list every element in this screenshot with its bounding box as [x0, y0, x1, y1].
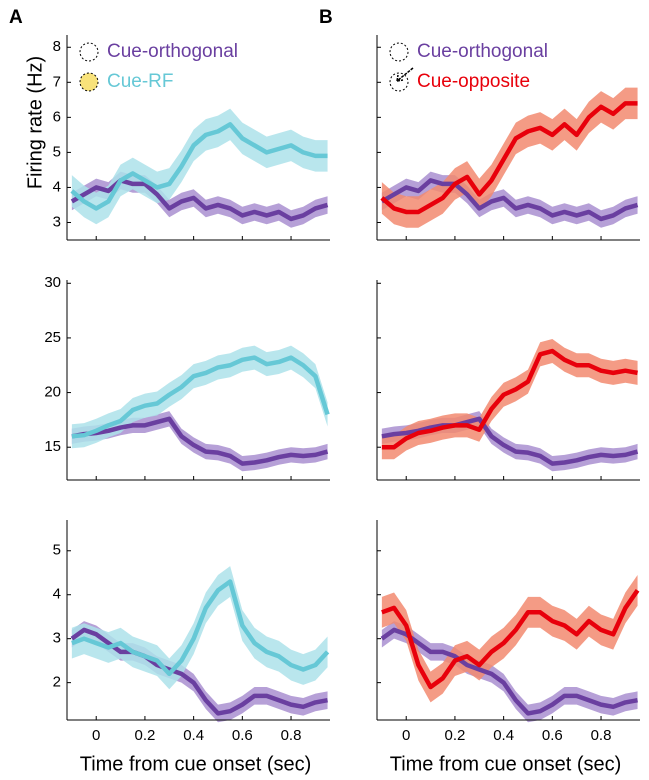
error-band — [71, 108, 328, 225]
legend-icon-fill — [80, 73, 98, 91]
y-tick-label: 3 — [53, 213, 61, 230]
panel-label: A — [9, 7, 23, 28]
error-band — [71, 345, 328, 449]
panel: 0 0.2 0.4 0.6 0.8 Time from cue onset (sec) — [376, 520, 640, 775]
x-axis-label: Time from cue onset (sec) — [390, 753, 622, 775]
y-tick-label: 20 — [44, 384, 61, 401]
x-tick-label: 0 — [92, 727, 100, 744]
y-tick-label: 3 — [53, 630, 61, 647]
x-tick-label: 0.6 — [232, 727, 253, 744]
y-tick-label: 2 — [53, 674, 61, 691]
y-tick-label: 5 — [53, 542, 61, 559]
y-tick-label: 8 — [53, 38, 61, 55]
series-line — [71, 579, 330, 677]
series-line — [70, 178, 329, 222]
panel — [376, 280, 640, 481]
series-line — [70, 122, 328, 211]
y-tick-label: 15 — [44, 438, 61, 455]
legend-label: Cue-opposite — [417, 71, 530, 92]
x-tick-label: 0 — [402, 727, 410, 744]
y-tick-label: 4 — [53, 586, 61, 603]
x-tick-label: 0.2 — [444, 727, 465, 744]
x-tick-label: 0.2 — [134, 727, 155, 744]
series-line — [71, 355, 330, 439]
series-line — [71, 416, 329, 466]
legend-icon — [389, 72, 409, 92]
legend-label: Cue-orthogonal — [417, 41, 548, 62]
series-line — [380, 627, 638, 716]
x-tick-label: 0.4 — [493, 727, 514, 744]
x-tick-label: 0.8 — [591, 727, 612, 744]
series-line — [380, 101, 638, 215]
y-tick-label: 25 — [44, 329, 61, 346]
legend-icon — [79, 42, 99, 62]
legend-icon — [389, 42, 409, 62]
legend-arrow — [396, 67, 414, 82]
x-axis-label: Time from cue onset (sec) — [80, 753, 312, 775]
x-tick-label: 0.6 — [542, 727, 563, 744]
y-tick-label: 6 — [53, 108, 61, 125]
panel: B Cue-orthogonal Cue-opposite — [319, 7, 640, 241]
panel-label: B — [319, 7, 333, 28]
panel: 2 3 4 5 0 0.2 0.4 0.6 0.8 Time from cue onset (se… — [53, 520, 330, 775]
legend-label: Cue-orthogonal — [107, 41, 238, 62]
x-tick-label: 0.8 — [281, 727, 302, 744]
series-line — [381, 416, 639, 466]
panel: 3 4 5 6 7 8 Firing rate (Hz) A Cue-orthogonal Cue… — [9, 7, 330, 241]
y-axis-label: Firing rate (Hz) — [24, 56, 46, 189]
series-line — [380, 178, 639, 222]
y-tick-label: 4 — [53, 178, 61, 195]
y-tick-label: 5 — [53, 143, 61, 160]
legend-label: Cue-RF — [107, 71, 174, 92]
legend-icon — [79, 72, 99, 92]
x-tick-label: 0.4 — [183, 727, 204, 744]
panel: 15 20 25 30 — [44, 274, 330, 481]
series-line — [381, 348, 638, 450]
series-line — [381, 589, 640, 690]
y-tick-label: 7 — [53, 73, 61, 90]
y-tick-label: 30 — [44, 274, 61, 291]
